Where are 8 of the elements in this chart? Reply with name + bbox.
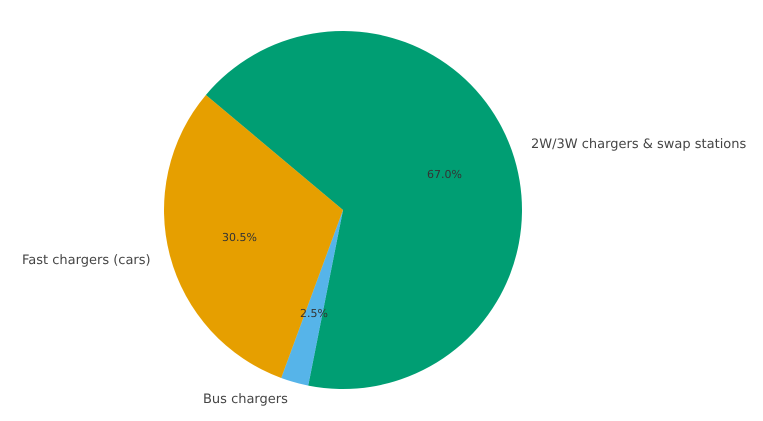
slice-label: 2W/3W chargers & swap stations	[531, 137, 746, 152]
pie-slice	[164, 94, 343, 378]
slice-label: Bus chargers	[203, 392, 288, 407]
data-label: 30.5%	[222, 231, 257, 244]
pie-slice	[206, 31, 522, 389]
pie-slice	[281, 210, 343, 386]
data-label: 67.0%	[427, 168, 462, 181]
slice-label: Fast chargers (cars)	[22, 253, 151, 268]
